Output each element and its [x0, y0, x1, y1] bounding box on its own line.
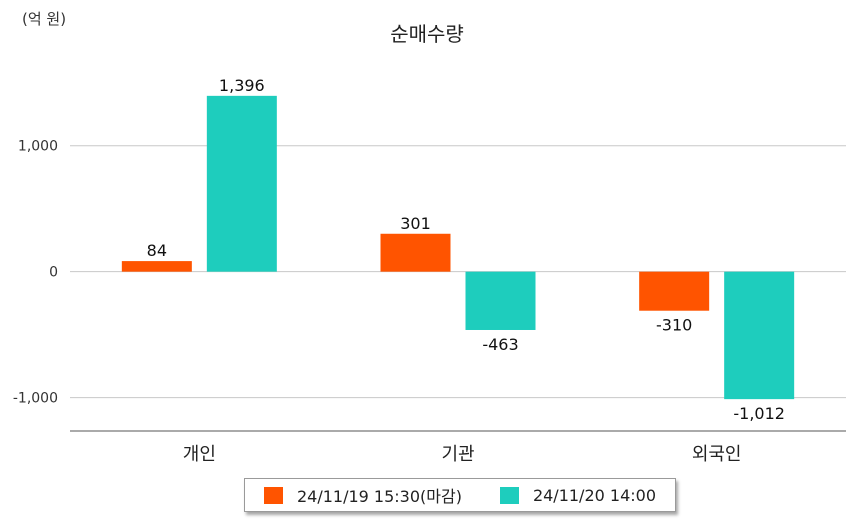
y-tick-label: 1,000 [18, 139, 58, 155]
legend: 24/11/19 15:30(마감) 24/11/20 14:00 [244, 478, 676, 512]
legend-label-series-1: 24/11/19 15:30(마감) [296, 487, 462, 506]
legend-swatch-series-1 [263, 486, 283, 504]
bar [465, 271, 536, 330]
data-label: -1,012 [733, 404, 785, 423]
legend-item-series-2[interactable]: 24/11/20 14:00 [499, 485, 656, 505]
data-label: 1,396 [219, 76, 265, 95]
x-category-label: 외국인 [692, 444, 742, 465]
y-tick-label: 0 [49, 265, 58, 281]
bar [206, 95, 277, 272]
data-label: 301 [400, 214, 431, 233]
bar [380, 233, 451, 272]
data-label: -463 [482, 335, 518, 354]
chart-title: 순매수량 [390, 22, 464, 46]
data-label: 84 [147, 241, 167, 260]
x-category-label: 기관 [441, 444, 474, 465]
unit-label: (억 원) [22, 10, 67, 28]
y-tick-label: -1,000 [13, 391, 58, 407]
x-category-label: 개인 [183, 444, 216, 465]
legend-label-series-2: 24/11/20 14:00 [532, 485, 656, 505]
bar [121, 261, 192, 272]
legend-swatch-series-2 [499, 486, 519, 504]
bar-chart: 1,000 0 -1,000 84 1,396 개인 301 -463 기관 -310 -1,012… [13, 76, 846, 465]
data-label: -310 [656, 316, 692, 335]
legend-item-series-1[interactable]: 24/11/19 15:30(마감) [263, 483, 462, 507]
bar [724, 271, 795, 400]
bar [639, 271, 710, 311]
